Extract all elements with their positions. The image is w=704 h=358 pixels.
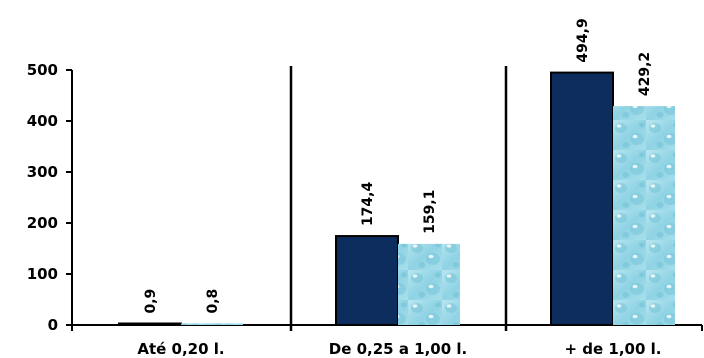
y-tick-label: 400 — [27, 112, 58, 130]
y-tick-label: 500 — [27, 61, 58, 79]
bar-series-1-2 — [335, 235, 399, 326]
y-tick-label: 0 — [48, 316, 58, 334]
data-label-series-2-3: 429,2 — [637, 52, 653, 96]
bar-series-2-1 — [181, 323, 243, 325]
bar-series-1-1 — [118, 322, 182, 326]
category-label: Até 0,20 l. — [137, 340, 224, 358]
bar-series-2-3 — [613, 106, 675, 325]
bar-series-2-2 — [398, 243, 460, 325]
category-label: + de 1,00 l. — [565, 340, 662, 358]
data-label-series-1-1: 0,9 — [143, 289, 159, 314]
data-label-series-2-2: 159,1 — [422, 190, 438, 234]
data-label-series-2-1: 0,8 — [205, 289, 221, 314]
data-label-series-1-2: 174,4 — [360, 182, 376, 227]
bar-series-1-3 — [550, 71, 614, 326]
category-label: De 0,25 a 1,00 l. — [329, 340, 468, 358]
data-label-series-1-3: 494,9 — [575, 18, 591, 62]
y-tick-label: 100 — [27, 265, 58, 283]
y-tick-label: 200 — [27, 214, 58, 232]
y-tick-label: 300 — [27, 163, 58, 181]
